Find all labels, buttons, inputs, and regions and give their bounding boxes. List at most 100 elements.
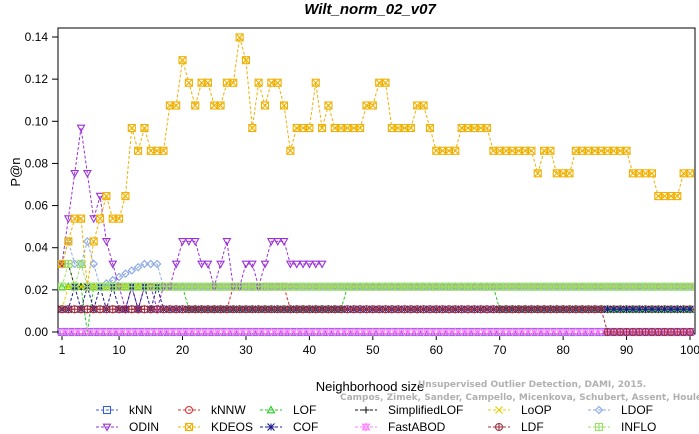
x-tick-label: 20 — [176, 343, 190, 357]
data-point — [171, 327, 181, 337]
data-point — [381, 78, 390, 87]
legend-label: ODIN — [129, 420, 159, 434]
x-tick-label: 90 — [620, 343, 634, 357]
data-point — [63, 215, 73, 224]
legend-item-kdeos: KDEOS — [178, 420, 253, 434]
data-point — [70, 282, 79, 291]
legend-label: INFLO — [621, 420, 656, 434]
data-point — [571, 327, 581, 337]
legend-label: LOF — [293, 403, 316, 417]
data-point — [520, 327, 530, 337]
data-point — [507, 327, 517, 337]
data-point — [514, 327, 524, 337]
x-tick-label: 1 — [59, 343, 66, 357]
data-point — [660, 305, 669, 314]
data-point — [311, 260, 321, 269]
data-point — [298, 260, 308, 269]
data-point — [235, 33, 244, 42]
data-point — [190, 327, 200, 337]
data-point — [127, 266, 137, 275]
series-line — [61, 37, 690, 287]
legend-marker — [495, 406, 503, 414]
data-point — [546, 327, 555, 337]
data-point — [451, 146, 460, 155]
data-point — [279, 238, 289, 247]
data-point — [323, 327, 333, 337]
data-point — [266, 238, 276, 247]
legend-item-lof: LOF — [260, 403, 316, 417]
legend-label: KDEOS — [211, 420, 253, 434]
data-point — [133, 262, 143, 272]
data-point — [356, 123, 365, 133]
data-point — [673, 192, 682, 201]
data-point — [647, 169, 656, 178]
data-point — [63, 327, 73, 337]
legend-marker — [102, 423, 112, 432]
legend-marker — [102, 405, 112, 415]
data-point — [482, 123, 492, 133]
data-point — [57, 327, 67, 337]
data-point — [172, 101, 181, 110]
legend: kNN kNNW LOF SimplifiedLOF LoOP LDOF ODIN KDEOS… — [96, 403, 656, 434]
data-point — [368, 101, 377, 110]
data-point — [419, 101, 428, 110]
data-point — [203, 260, 213, 269]
y-tick-label: 0.04 — [25, 241, 49, 255]
data-point — [102, 192, 111, 201]
data-point — [292, 327, 302, 337]
data-point — [260, 327, 270, 337]
data-point — [304, 327, 314, 337]
data-point — [622, 305, 631, 314]
data-point — [254, 327, 264, 337]
data-point — [469, 327, 479, 337]
y-tick-label: 0.02 — [25, 283, 49, 297]
data-point — [641, 305, 650, 314]
data-point — [311, 327, 321, 337]
data-point — [685, 327, 695, 337]
data-point — [609, 305, 618, 314]
data-point — [70, 327, 80, 337]
data-point — [89, 237, 98, 246]
data-point — [349, 327, 359, 337]
data-point — [463, 327, 473, 337]
data-point — [374, 327, 384, 337]
legend-item-knn: kNN — [96, 403, 152, 417]
data-point — [203, 327, 213, 337]
data-point — [216, 101, 225, 110]
data-point — [203, 78, 212, 87]
data-point — [76, 214, 86, 223]
y-axis-label: P@n — [8, 157, 23, 186]
data-point — [590, 327, 600, 337]
data-point — [114, 272, 124, 282]
data-point — [285, 327, 295, 337]
legend-label: FastABOD — [388, 420, 446, 434]
x-tick-label: 10 — [112, 343, 126, 357]
x-tick-label: 80 — [556, 343, 570, 357]
x-tick-label: 50 — [366, 343, 380, 357]
data-point — [616, 305, 625, 314]
data-point — [140, 123, 149, 133]
data-point — [134, 146, 143, 155]
data-point — [533, 169, 542, 178]
y-tick-label: 0.08 — [25, 156, 49, 170]
data-point — [121, 269, 130, 278]
legend-item-ldf: LDF — [488, 420, 544, 434]
data-point — [247, 327, 257, 337]
data-point — [273, 78, 282, 87]
data-point — [654, 305, 663, 314]
data-point — [146, 327, 156, 337]
legend-marker — [361, 422, 371, 432]
data-point — [476, 327, 486, 337]
data-point — [146, 259, 156, 269]
data-point — [412, 327, 422, 337]
data-point — [228, 327, 238, 337]
legend-item-simplifiedlof: SimplifiedLOF — [355, 403, 463, 417]
chart-title: Wilt_norm_02_v07 — [304, 1, 436, 18]
data-point — [685, 169, 695, 178]
data-point — [241, 260, 251, 269]
data-point — [216, 327, 226, 337]
data-point — [362, 327, 371, 337]
data-point — [381, 327, 390, 337]
data-point — [673, 305, 682, 314]
data-point — [89, 327, 99, 337]
